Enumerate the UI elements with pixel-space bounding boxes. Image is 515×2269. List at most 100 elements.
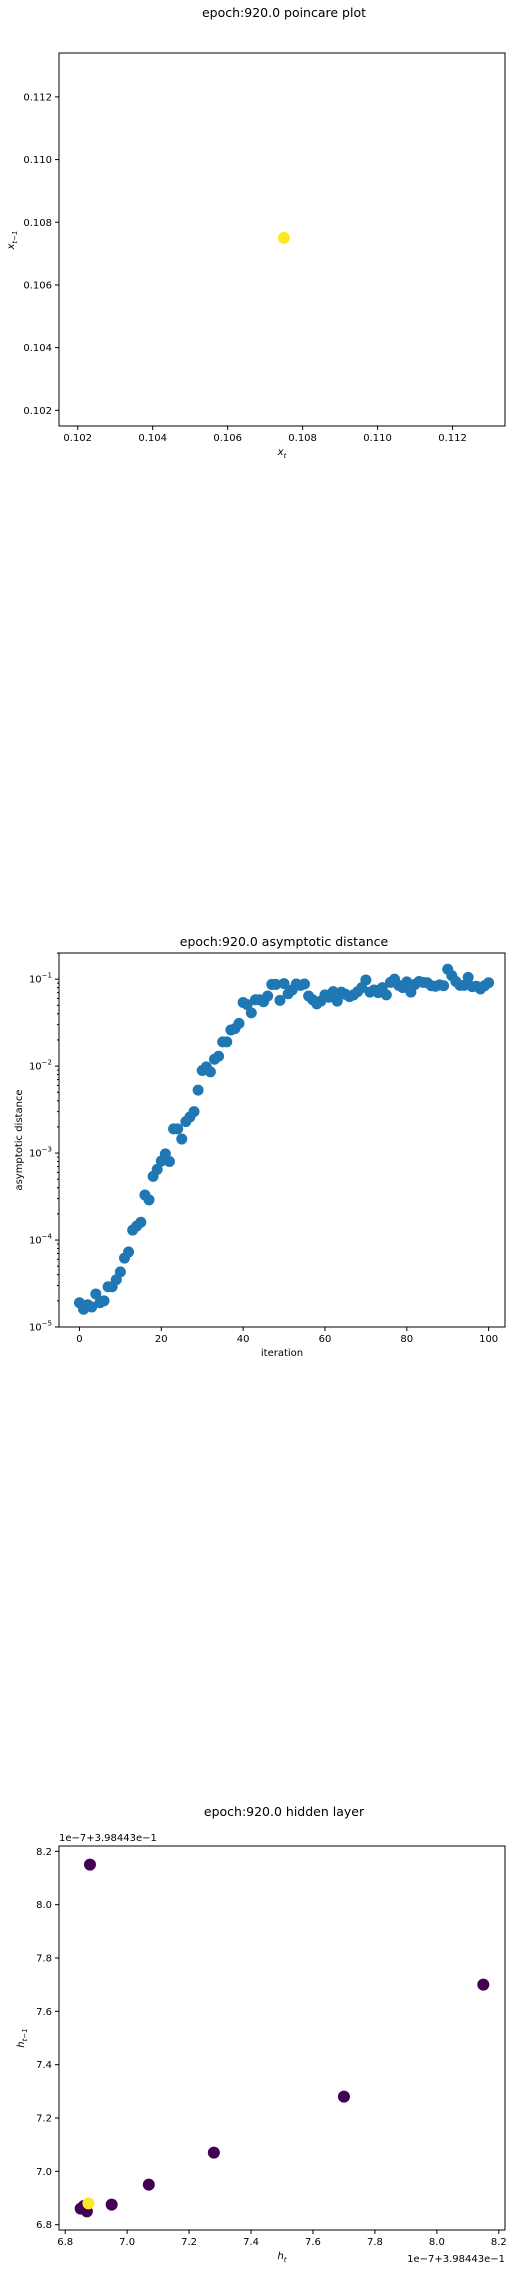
asymptotic-points (73, 963, 495, 1315)
data-point (438, 980, 450, 992)
y-tick-label: 10−4 (29, 1233, 53, 1247)
data-point (172, 1123, 184, 1135)
data-point (143, 1194, 155, 1206)
y-tick-label: 10−5 (29, 1320, 52, 1334)
data-point (135, 1216, 147, 1228)
poincare-x-label: xt (277, 447, 287, 460)
data-point (221, 1036, 233, 1048)
data-point (277, 231, 290, 244)
data-point (331, 995, 343, 1007)
y-tick-label: 7.4 (36, 2060, 52, 2071)
data-point (477, 1978, 490, 1991)
x-tick-label: 0.108 (288, 433, 317, 444)
data-point (213, 1050, 225, 1062)
y-tick-label: 6.8 (36, 2220, 52, 2231)
x-tick-label: 6.8 (57, 2237, 73, 2248)
data-point (245, 1007, 257, 1019)
y-tick-label: 7.6 (36, 2007, 52, 2018)
data-point (192, 1084, 204, 1096)
asymptotic-x-label: iteration (261, 1348, 303, 1359)
asymptotic-y-ticks: 10−5 10−4 10−3 10−2 10−1 (29, 952, 59, 1334)
data-point (123, 1246, 135, 1258)
data-point (278, 978, 290, 990)
data-point (380, 989, 392, 1001)
asymptotic-x-ticks: 0 20 40 60 80 100 (76, 1327, 498, 1345)
x-tick-label: 60 (319, 1334, 332, 1345)
x-tick-label: 100 (479, 1334, 498, 1345)
hidden-y-ticks: 6.8 7.0 7.2 7.4 7.6 7.8 8.0 8.2 (36, 1847, 59, 2231)
y-tick-label: 8.0 (36, 1900, 52, 1911)
poincare-points (277, 231, 290, 244)
y-tick-label: 0.102 (23, 406, 52, 417)
data-point (82, 2197, 95, 2210)
x-tick-label: 8.2 (491, 2237, 507, 2248)
poincare-y-ticks: 0.102 0.104 0.106 0.108 0.110 0.112 (23, 92, 59, 417)
data-point (163, 1156, 175, 1168)
x-tick-label: 80 (400, 1334, 413, 1345)
x-tick-label: 20 (155, 1334, 168, 1345)
hidden-x-offset-text: 1e−7+3.98443e−1 (407, 2254, 505, 2265)
y-tick-label: 0.112 (23, 92, 52, 103)
data-point (270, 978, 282, 990)
y-tick-label: 0.106 (23, 280, 52, 291)
hidden-y-offset-text: 1e−7+3.98443e−1 (59, 1833, 157, 1844)
data-point (142, 2178, 155, 2191)
x-tick-label: 7.6 (305, 2237, 321, 2248)
hidden-x-label: ht (277, 2251, 286, 2264)
x-tick-label: 7.2 (181, 2237, 197, 2248)
x-tick-label: 0.110 (363, 433, 392, 444)
x-tick-label: 7.0 (119, 2237, 135, 2248)
x-tick-label: 0 (76, 1334, 82, 1345)
y-tick-label: 10−3 (29, 1146, 52, 1160)
data-point (204, 1066, 216, 1078)
x-tick-label: 0.102 (63, 433, 92, 444)
hidden-layer-chart: epoch:920.0 hidden layer 1e−7+3.98443e−1… (16, 1804, 507, 2265)
y-tick-label: 7.0 (36, 2167, 52, 2178)
data-point (151, 1163, 163, 1175)
data-point (337, 2090, 350, 2103)
x-tick-label: 7.4 (243, 2237, 259, 2248)
data-point (188, 1106, 200, 1118)
data-point (462, 971, 474, 983)
data-point (90, 1288, 102, 1300)
x-tick-label: 0.104 (138, 433, 167, 444)
asymptotic-y-label: asymptotic distance (14, 1089, 25, 1190)
hidden-x-ticks: 6.8 7.0 7.2 7.4 7.6 7.8 8.0 8.2 (57, 2230, 507, 2248)
hidden-title: epoch:920.0 hidden layer (204, 1804, 365, 1819)
asymptotic-plot-frame (58, 952, 506, 1328)
y-tick-label: 0.108 (23, 218, 52, 229)
data-point (105, 2198, 118, 2211)
y-tick-label: 8.2 (36, 1847, 52, 1858)
data-point (114, 1266, 126, 1278)
hidden-points (74, 1858, 490, 2218)
x-tick-label: 40 (237, 1334, 250, 1345)
hidden-plot-frame (58, 1845, 506, 2231)
data-point (274, 994, 286, 1006)
poincare-plot-frame (58, 52, 506, 427)
data-point (233, 1017, 245, 1029)
poincare-x-ticks: 0.102 0.104 0.106 0.108 0.110 0.112 (63, 426, 467, 444)
data-point (176, 1133, 188, 1145)
data-point (360, 974, 372, 986)
data-point (86, 1301, 98, 1313)
y-tick-label: 0.110 (23, 155, 52, 166)
data-point (483, 977, 495, 989)
data-point (327, 986, 339, 998)
asymptotic-title: epoch:920.0 asymptotic distance (180, 934, 389, 949)
y-tick-label: 7.2 (36, 2114, 52, 2125)
data-point (299, 978, 311, 990)
data-point (207, 2146, 220, 2159)
hidden-y-label: ht−1 (16, 2028, 29, 2047)
y-tick-label: 10−1 (29, 972, 52, 986)
data-point (241, 999, 253, 1011)
y-tick-label: 7.8 (36, 1954, 52, 1965)
x-tick-label: 7.8 (367, 2237, 383, 2248)
data-point (262, 990, 274, 1002)
x-tick-label: 0.106 (213, 433, 242, 444)
poincare-y-label: xt−1 (6, 231, 19, 251)
x-tick-label: 0.112 (438, 433, 467, 444)
y-tick-label: 0.104 (23, 343, 52, 354)
poincare-chart: epoch:920.0 poincare plot 0.102 0.104 0.10… (6, 5, 506, 460)
poincare-title: epoch:920.0 poincare plot (202, 5, 366, 20)
y-tick-label: 10−2 (29, 1059, 52, 1073)
